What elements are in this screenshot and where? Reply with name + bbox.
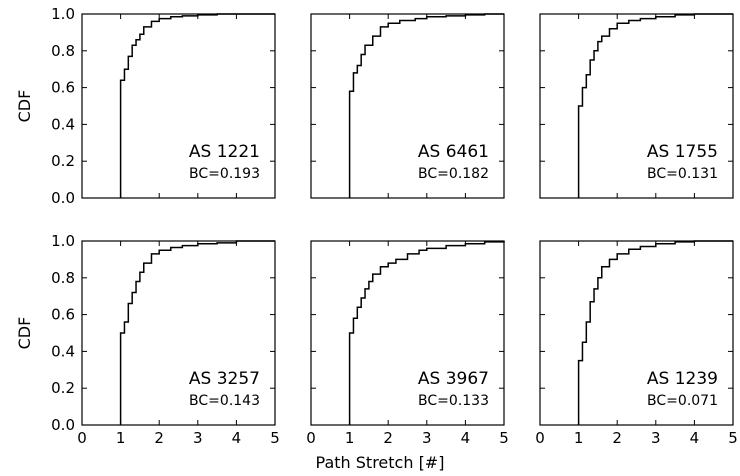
cdf-step-line: [119, 13, 275, 198]
as-label: AS 3967: [418, 369, 489, 389]
y-tick-label: 0.0: [51, 189, 75, 207]
plot-frame: [81, 240, 276, 426]
panel-1: 0.0 0.2 0.4 0.6 0.8 1.0 CDF AS 1221 BC=0.193: [15, 5, 276, 207]
bc-label: BC=0.131: [647, 166, 718, 182]
y-tick-label: 0.0: [51, 416, 75, 434]
y-tick-label: 0.6: [51, 306, 75, 324]
x-tick-label: 5: [728, 429, 738, 447]
as-label: AS 6461: [418, 142, 489, 162]
x-tick-label: 4: [461, 429, 471, 447]
y-axis-label: CDF: [15, 317, 34, 350]
as-label: AS 3257: [189, 369, 260, 389]
x-tick-label: 1: [345, 429, 355, 447]
x-tick-label: 0: [306, 429, 316, 447]
x-tick-label: 2: [612, 429, 622, 447]
y-tick-label: 0.2: [51, 152, 75, 170]
y-tick-label: 0.8: [51, 269, 75, 287]
x-tick-label: 3: [193, 429, 203, 447]
bc-label: BC=0.133: [418, 393, 489, 409]
panel-2: AS 6461 BC=0.182: [310, 13, 505, 199]
as-label: AS 1755: [647, 142, 718, 162]
cdf-step-line: [348, 13, 504, 198]
cdf-step-line: [348, 241, 505, 425]
plot-frame: [539, 240, 734, 426]
plot-frame: [539, 13, 734, 199]
x-tick-label: 3: [651, 429, 661, 447]
x-tick-label: 5: [270, 429, 280, 447]
y-tick-label: 1.0: [51, 232, 75, 250]
x-tick-label: 2: [383, 429, 393, 447]
cdf-step-line: [577, 13, 733, 198]
bc-label: BC=0.193: [189, 166, 260, 182]
as-label: AS 1239: [647, 369, 718, 389]
x-tick-label: 4: [232, 429, 242, 447]
cdf-step-line: [119, 240, 275, 425]
x-tick-label: 1: [116, 429, 126, 447]
y-axis-label: CDF: [15, 90, 34, 123]
y-tick-label: 0.4: [51, 342, 75, 360]
x-tick-label: 3: [422, 429, 432, 447]
bc-label: BC=0.071: [647, 393, 718, 409]
plot-frame: [310, 240, 505, 426]
x-tick-label: 0: [535, 429, 545, 447]
y-tick-label: 0.6: [51, 79, 75, 97]
x-tick-label: 0: [77, 429, 87, 447]
y-tick-label: 0.4: [51, 115, 75, 133]
x-tick-label: 1: [574, 429, 584, 447]
x-tick-label: 5: [499, 429, 509, 447]
bc-label: BC=0.182: [418, 166, 489, 182]
bc-label: BC=0.143: [189, 393, 260, 409]
y-tick-label: 1.0: [51, 5, 75, 23]
panel-5: 0 1 2 3 4 5 AS 3967 BC=0.133: [306, 240, 509, 447]
panel-3: AS 1755 BC=0.131: [539, 13, 734, 199]
x-tick-label: 4: [690, 429, 700, 447]
as-label: AS 1221: [189, 142, 260, 162]
y-tick-label: 0.8: [51, 42, 75, 60]
x-axis-label: Path Stretch [#]: [316, 453, 445, 472]
x-tick-label: 2: [154, 429, 164, 447]
plot-frame: [81, 13, 276, 199]
panel-6: 0 1 2 3 4 5 AS 1239 BC=0.071: [535, 240, 738, 447]
panels-group: 0.0 0.2 0.4 0.6 0.8 1.0 CDF AS 1221 BC=0.193 AS 6…: [15, 5, 738, 447]
cdf-step-line: [577, 240, 733, 425]
y-tick-label: 0.2: [51, 379, 75, 397]
panel-4: 0 1 2 3 4 5 0.0 0.2 0.4 0.6 0.8 1.0 CDF AS 3257 BC=0.1…: [15, 232, 280, 447]
plot-frame: [310, 13, 505, 199]
